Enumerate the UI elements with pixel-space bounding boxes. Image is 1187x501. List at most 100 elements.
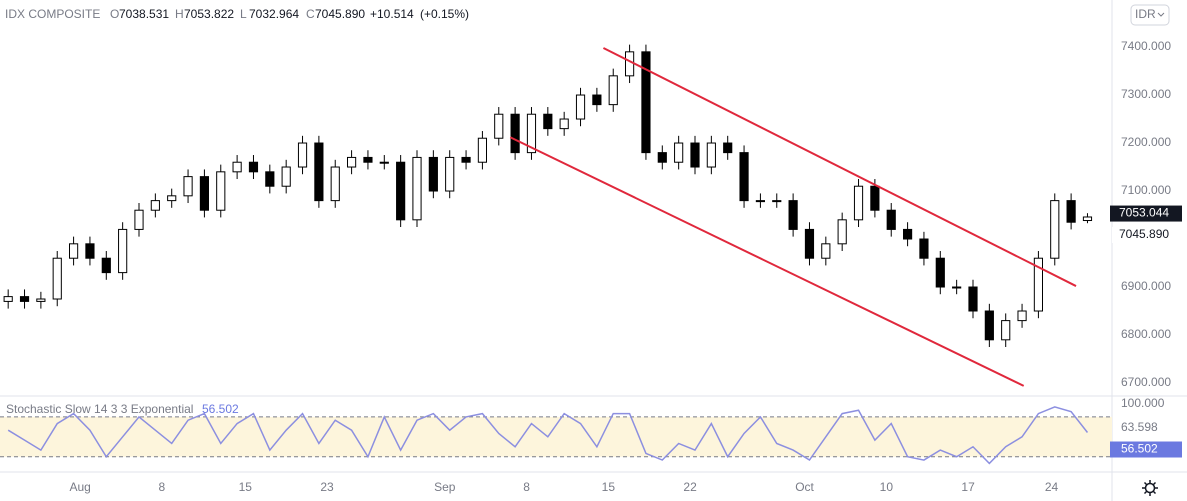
candle-body	[919, 238, 929, 259]
x-tick-label: 24	[1045, 480, 1059, 494]
x-tick-label: Sep	[434, 480, 456, 494]
candle-body	[592, 94, 602, 106]
candle-body	[412, 156, 422, 221]
candle-body	[183, 176, 193, 197]
band-fill	[0, 416, 1112, 457]
candle-body	[870, 185, 880, 211]
candle-body	[510, 113, 520, 154]
ohlc-key: L	[240, 7, 247, 21]
candle-body	[85, 243, 95, 259]
candle-body	[101, 257, 111, 274]
candle-body	[935, 257, 945, 288]
ohlc-key: O	[110, 7, 119, 21]
candle-body	[134, 209, 144, 230]
chart-title: IDX COMPOSITE	[5, 7, 100, 21]
x-tick-label: Aug	[69, 480, 90, 494]
candle-body	[396, 161, 406, 221]
candle-body	[347, 156, 357, 168]
change-pct: (+0.15%)	[420, 7, 469, 21]
y-tick-label: 6900.000	[1121, 279, 1171, 293]
candle-body	[1017, 310, 1027, 322]
candle-body	[788, 200, 798, 230]
candle-body	[150, 200, 160, 211]
gear-teeth	[1142, 480, 1158, 496]
candle-body	[379, 161, 389, 164]
x-tick-label: 15	[602, 480, 616, 494]
candle-body	[281, 166, 291, 187]
ohlc-value: 7032.964	[249, 7, 299, 21]
currency-box	[1130, 4, 1170, 26]
candle-body	[526, 113, 537, 154]
x-tick-label: 17	[961, 480, 975, 494]
x-tick-label: 15	[239, 480, 253, 494]
candle-body	[625, 51, 635, 77]
candle-body	[232, 161, 242, 173]
gear-icon	[1144, 482, 1156, 494]
candle-body	[559, 118, 569, 130]
candle-body	[1082, 216, 1093, 222]
trendline	[602, 47, 1077, 287]
indicator-value: 56.502	[202, 402, 239, 416]
candle-body	[755, 200, 766, 203]
y-tick-label: 7400.000	[1121, 39, 1171, 53]
change: +10.514	[370, 7, 414, 21]
candle-body	[608, 75, 618, 106]
currency-caret	[1157, 12, 1165, 17]
k-value: 56.502	[1121, 442, 1158, 456]
currency: IDR	[1135, 7, 1156, 21]
candle-body	[330, 166, 340, 202]
ohlc-value: 7053.822	[184, 7, 234, 21]
candle-body	[837, 219, 847, 245]
candle-body	[494, 113, 504, 139]
candle-body	[297, 142, 308, 168]
candle-body	[118, 228, 128, 274]
candle-body	[674, 142, 684, 163]
y-tick-label: 7100.000	[1121, 183, 1171, 197]
close-marker-box	[1112, 226, 1182, 243]
current-price: 7053.044	[1119, 206, 1169, 220]
candle-body	[706, 142, 716, 168]
candle-body	[804, 228, 815, 259]
settings-button[interactable]	[1142, 480, 1158, 496]
currency-button[interactable]: IDR	[1130, 4, 1170, 26]
trendline	[509, 136, 1025, 387]
candle-body	[216, 171, 226, 211]
candle-body	[314, 142, 324, 202]
candle-body	[36, 298, 46, 302]
candle-body	[641, 51, 651, 154]
x-tick-label: 8	[159, 480, 166, 494]
y-tick-label: 6700.000	[1121, 375, 1171, 389]
stoch-line	[7, 406, 1089, 465]
k-value-box	[1110, 441, 1182, 458]
candle-body	[248, 161, 259, 173]
candle-body	[968, 286, 978, 312]
candle-body	[445, 156, 455, 192]
y-tick-label: 6800.000	[1121, 327, 1171, 341]
candle-body	[19, 296, 30, 302]
candle-body	[265, 171, 275, 187]
candle-body	[199, 176, 210, 211]
candle-body	[461, 156, 471, 163]
current-price-box	[1110, 205, 1182, 222]
candle-body	[167, 195, 177, 202]
candle-body	[1033, 257, 1043, 312]
d-value: 63.598	[1121, 420, 1158, 434]
candle-body	[772, 200, 782, 203]
ohlc-value: 7038.531	[119, 7, 169, 21]
candle-body	[428, 156, 438, 192]
y-tick-label: 7200.000	[1121, 135, 1171, 149]
close-marker: 7045.890	[1119, 227, 1169, 241]
candle-body	[3, 296, 13, 302]
candle-body	[952, 286, 962, 289]
candle-body	[69, 243, 79, 259]
candle-body	[903, 228, 913, 240]
candle-body	[886, 209, 896, 230]
candle-body	[657, 152, 667, 163]
x-tick-label: 23	[320, 480, 334, 494]
candle-body	[723, 142, 733, 154]
candle-body	[575, 94, 586, 120]
ohlc-value: 7045.890	[315, 7, 365, 21]
candle-body	[821, 243, 831, 259]
y-tick-label: 7300.000	[1121, 87, 1171, 101]
